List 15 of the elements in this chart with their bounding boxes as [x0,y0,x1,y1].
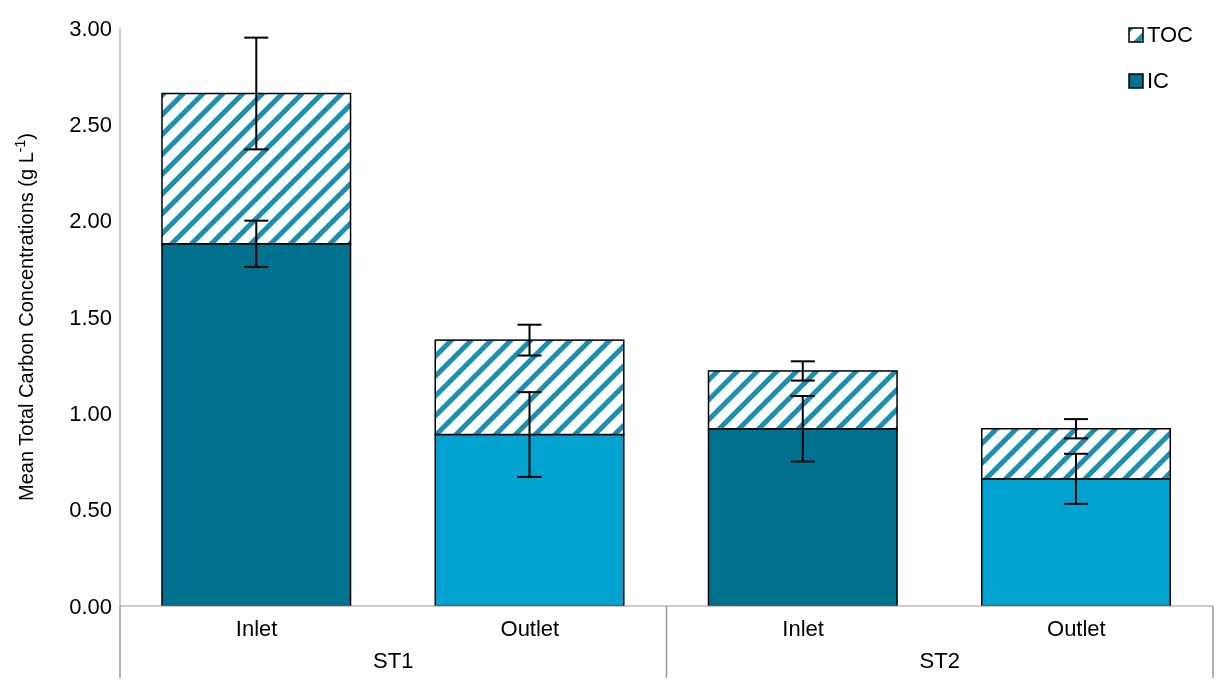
legend-label: TOC [1146,22,1193,48]
y-tick-label: 1.00 [69,401,112,427]
text: ST1 [372,648,415,674]
y-tick-label: 0.00 [69,593,112,619]
x-tick-label: Outlet [500,615,560,641]
legend-label: IC [1146,68,1169,94]
y-tick-label: 2.50 [69,112,112,138]
y-tick-label: 1.50 [69,304,112,330]
x-tick-label: Outlet [1047,615,1106,641]
text: ST2 [918,648,961,674]
x-tick-label: Inlet [782,615,824,641]
y-tick-label: 2.00 [69,208,112,234]
x-tick-label: Inlet [235,615,278,641]
y-tick-label: 3.00 [69,15,112,41]
y-tick-label: 0.50 [69,497,112,523]
